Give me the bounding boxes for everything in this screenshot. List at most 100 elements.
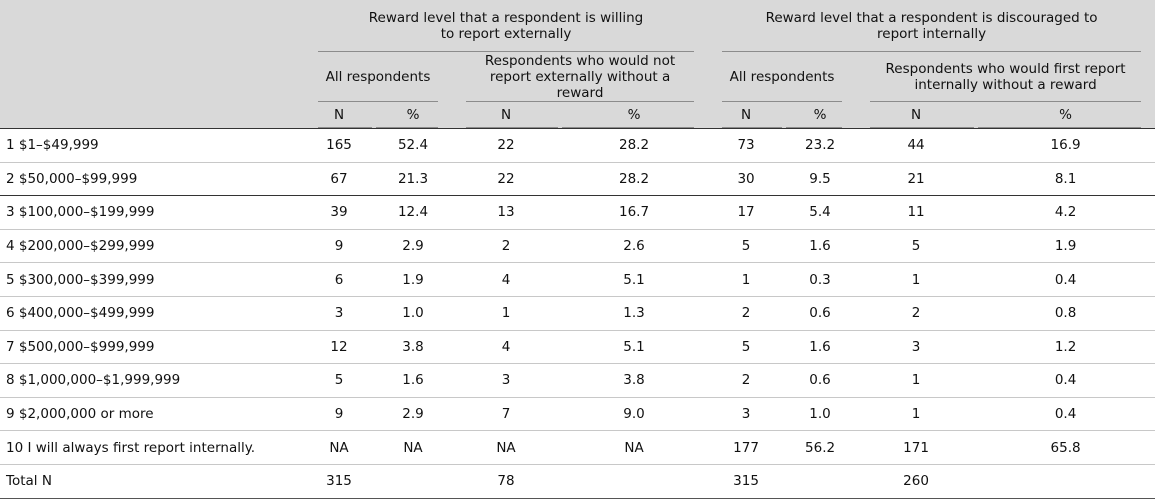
table-row: 3 $100,000–$199,999 39 12.4 13 16.7 17 5… — [0, 195, 1155, 230]
cell: NA — [304, 430, 374, 465]
group-header-external: Reward level that a respondent is willin… — [304, 0, 709, 52]
cell: 39 — [304, 195, 374, 230]
cell: 3.8 — [374, 330, 452, 365]
cell: 5.4 — [784, 195, 857, 230]
cell: 1.2 — [976, 330, 1155, 365]
table-row: 5 $300,000–$399,999 6 1.9 4 5.1 1 0.3 1 … — [0, 262, 1155, 297]
cell: 5 — [708, 229, 785, 264]
cell: 23.2 — [784, 128, 857, 163]
cell: 2 — [708, 296, 785, 331]
row-label: 1 $1–$49,999 — [0, 128, 304, 163]
cell: 2 — [452, 229, 560, 264]
subheader-first-internal-without-reward: Respondents who would first report inter… — [856, 52, 1155, 102]
cell: 9.0 — [560, 397, 709, 432]
cell: 0.6 — [784, 363, 857, 398]
table-row: 7 $500,000–$999,999 12 3.8 4 5.1 5 1.6 3… — [0, 330, 1155, 365]
col-pct: % — [784, 102, 857, 129]
row-label: 10 I will always first report internally… — [0, 430, 304, 465]
table-row: 2 $50,000–$99,999 67 21.3 22 28.2 30 9.5… — [0, 162, 1155, 197]
cell: 22 — [452, 162, 560, 197]
cell: 0.8 — [976, 296, 1155, 331]
subheader-all-respondents: All respondents — [304, 52, 452, 102]
cell: 30 — [708, 162, 785, 197]
header-blank — [0, 52, 304, 102]
cell: 65.8 — [976, 430, 1155, 465]
cell: 2.6 — [560, 229, 709, 264]
row-label: 6 $400,000–$499,999 — [0, 296, 304, 331]
cell: NA — [560, 430, 709, 465]
cell: 8.1 — [976, 162, 1155, 197]
row-label: 4 $200,000–$299,999 — [0, 229, 304, 264]
cell: 5.1 — [560, 262, 709, 297]
cell: 6 — [304, 262, 374, 297]
cell: 177 — [708, 430, 785, 465]
cell: 165 — [304, 128, 374, 163]
cell — [374, 464, 452, 499]
cell: 1 — [856, 363, 977, 398]
cell: NA — [374, 430, 452, 465]
cell: 12 — [304, 330, 374, 365]
table-row: 10 I will always first report internally… — [0, 430, 1155, 465]
cell: 0.4 — [976, 262, 1155, 297]
cell: 56.2 — [784, 430, 857, 465]
cell: 11 — [856, 195, 977, 230]
col-pct: % — [560, 102, 709, 129]
row-label: 7 $500,000–$999,999 — [0, 330, 304, 365]
row-label: 8 $1,000,000–$1,999,999 — [0, 363, 304, 398]
cell: 16.9 — [976, 128, 1155, 163]
cell: 12.4 — [374, 195, 452, 230]
cell: 7 — [452, 397, 560, 432]
cell: 3 — [452, 363, 560, 398]
cell: 28.2 — [560, 162, 709, 197]
cell: 1 — [452, 296, 560, 331]
cell: 3 — [708, 397, 785, 432]
row-label: 3 $100,000–$199,999 — [0, 195, 304, 230]
cell: 4.2 — [976, 195, 1155, 230]
cell: 1.9 — [976, 229, 1155, 264]
col-n: N — [304, 102, 374, 129]
col-n: N — [452, 102, 560, 129]
cell: 17 — [708, 195, 785, 230]
cell: 0.6 — [784, 296, 857, 331]
cell: NA — [452, 430, 560, 465]
cell: 2 — [856, 296, 977, 331]
cell: 22 — [452, 128, 560, 163]
cell: 1.3 — [560, 296, 709, 331]
cell: 0.4 — [976, 397, 1155, 432]
cell: 315 — [708, 464, 785, 499]
table-row-total: Total N 315 78 315 260 — [0, 464, 1155, 499]
cell: 3.8 — [560, 363, 709, 398]
cell: 2.9 — [374, 229, 452, 264]
header-blank — [0, 0, 304, 52]
cell: 9 — [304, 397, 374, 432]
cell — [784, 464, 857, 499]
cell: 0.3 — [784, 262, 857, 297]
cell: 73 — [708, 128, 785, 163]
group-header-internal: Reward level that a respondent is discou… — [708, 0, 1155, 52]
header-blank — [0, 102, 304, 129]
cell: 9 — [304, 229, 374, 264]
cell: 5 — [708, 330, 785, 365]
cell: 21 — [856, 162, 977, 197]
cell: 260 — [856, 464, 977, 499]
col-n: N — [856, 102, 977, 129]
cell: 1 — [856, 262, 977, 297]
cell: 1 — [856, 397, 977, 432]
cell: 171 — [856, 430, 977, 465]
cell: 5 — [304, 363, 374, 398]
table-row: 6 $400,000–$499,999 3 1.0 1 1.3 2 0.6 2 … — [0, 296, 1155, 331]
table-row: 8 $1,000,000–$1,999,999 5 1.6 3 3.8 2 0.… — [0, 363, 1155, 398]
cell: 9.5 — [784, 162, 857, 197]
cell: 2 — [708, 363, 785, 398]
cell: 16.7 — [560, 195, 709, 230]
cell: 5 — [856, 229, 977, 264]
table-row: 9 $2,000,000 or more 9 2.9 7 9.0 3 1.0 1… — [0, 397, 1155, 432]
cell: 78 — [452, 464, 560, 499]
cell: 13 — [452, 195, 560, 230]
subheader-no-external-without-reward: Respondents who would not report externa… — [452, 52, 709, 102]
subheader-all-respondents: All respondents — [708, 52, 857, 102]
cell: 1.6 — [784, 229, 857, 264]
cell — [560, 464, 709, 499]
row-label: 9 $2,000,000 or more — [0, 397, 304, 432]
